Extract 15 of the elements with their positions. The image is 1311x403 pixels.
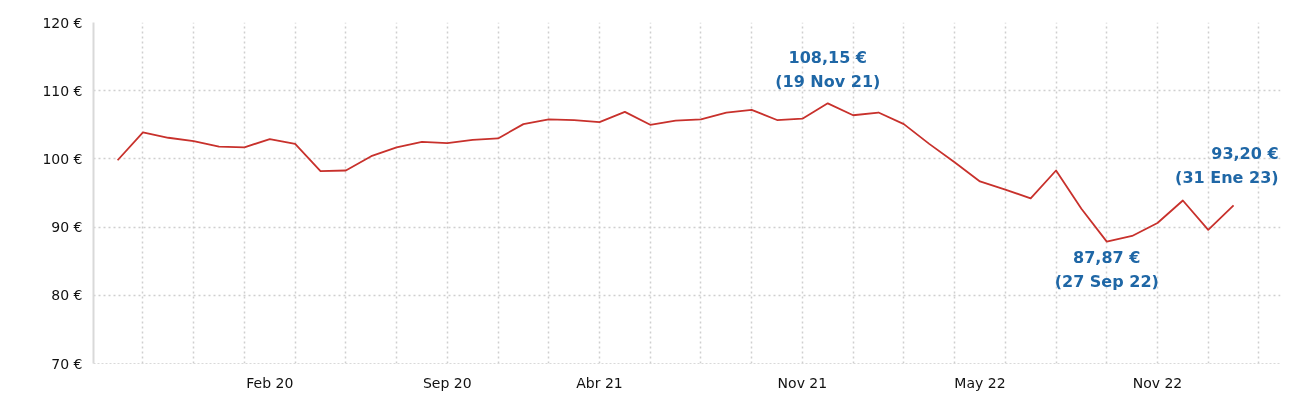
x-tick-label: Sep 20	[422, 374, 472, 391]
y-tick-label: 70 €	[51, 355, 83, 372]
y-tick-label: 90 €	[51, 219, 83, 236]
y-tick-label: 100 €	[42, 150, 83, 167]
annotation: 93,20 € (31 Ene 23)	[1175, 143, 1279, 188]
y-tick-label: 110 €	[42, 82, 83, 99]
x-tick-label: May 22	[954, 374, 1006, 391]
annotation: 87,87 € (27 Sep 22)	[1054, 247, 1159, 292]
x-tick-label: Nov 21	[777, 374, 828, 391]
x-tick-label: Feb 20	[246, 374, 294, 391]
x-tick-label: Nov 22	[1132, 374, 1183, 391]
annotation: 108,15 € (19 Nov 21)	[775, 47, 881, 92]
x-tick-label: Abr 21	[576, 374, 623, 391]
y-tick-label: 120 €	[42, 14, 83, 31]
y-tick-label: 80 €	[51, 287, 83, 304]
